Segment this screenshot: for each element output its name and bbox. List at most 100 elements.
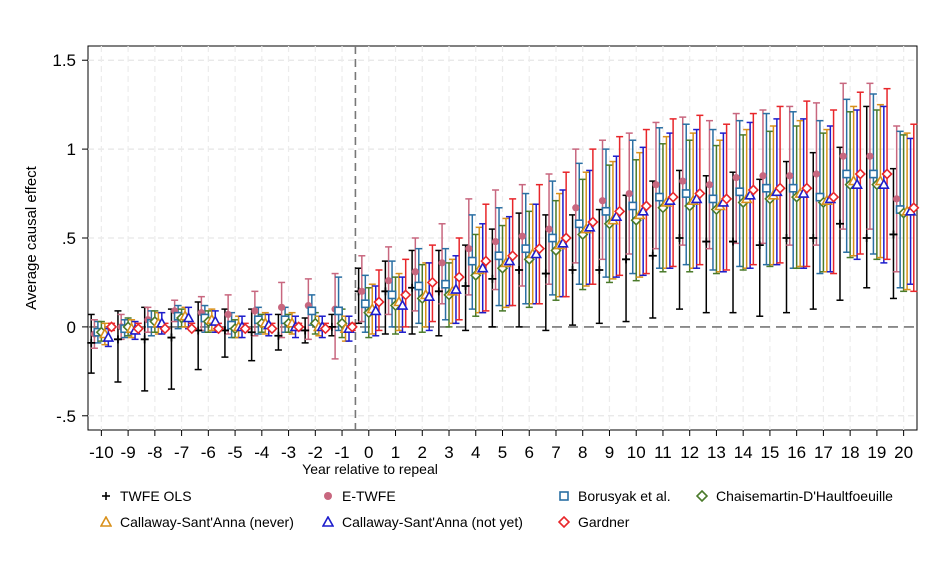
point-gardner [720, 193, 733, 205]
point-borusyak-et-al [548, 233, 557, 243]
x-axis-label: Year relative to repeal [302, 461, 438, 477]
point-e-twfe [812, 170, 821, 178]
point-gardner [854, 168, 866, 180]
y-axis-label: Average causal effect [23, 165, 40, 310]
series-markers-gardner [105, 168, 920, 335]
legend-item-callaway-notyet: Callaway-Sant'Anna (not yet) [322, 514, 523, 530]
point-gardner [480, 255, 492, 267]
x-tick-label: 15 [760, 443, 779, 462]
point-callaway-sant-anna-not-yet [744, 188, 756, 200]
x-tick-label: 4 [471, 443, 480, 462]
point-borusyak-et-al [735, 187, 745, 197]
y-tick-label: 0 [67, 318, 76, 337]
x-axis-ticks: -10 -9 -8 -7 -6 -5 -4 -3 -2 -1 0 1 2 3 4 5 6 7 8 9 10 11 12 13 1… [89, 430, 913, 462]
point-borusyak-et-al [360, 299, 370, 309]
x-tick-label: 7 [551, 443, 560, 462]
point-e-twfe [572, 204, 580, 212]
reference-lines [88, 46, 917, 430]
point-e-twfe [839, 152, 847, 160]
x-tick-label: -2 [308, 443, 323, 462]
point-e-twfe [866, 152, 874, 160]
point-e-twfe [679, 177, 687, 185]
point-callaway-sant-anna-not-yet [557, 236, 569, 248]
point-gardner [908, 202, 920, 214]
point-gardner [453, 271, 465, 283]
point-gardner [560, 232, 572, 244]
point-gardner [373, 296, 385, 308]
series-markers-e-twfe [90, 152, 901, 338]
point-borusyak-et-al [467, 256, 477, 266]
point-gardner [747, 184, 759, 196]
point-twfe-ols [140, 335, 149, 344]
point-e-twfe [491, 237, 500, 246]
point-gardner [801, 182, 813, 194]
x-tick-label: -6 [201, 443, 216, 462]
x-tick-label: 14 [734, 443, 753, 462]
point-gardner [159, 323, 171, 335]
x-tick-label: 13 [707, 443, 726, 462]
point-twfe-ols [622, 255, 631, 264]
x-tick-label: 5 [498, 443, 507, 462]
legend-item-borusyak: Borusyak et al. [558, 488, 671, 504]
point-e-twfe [786, 172, 794, 180]
point-callaway-sant-anna-not-yet [530, 247, 543, 259]
point-twfe-ols [434, 287, 443, 296]
legend-item-e-twfe: E-TWFE [322, 488, 396, 504]
point-callaway-sant-anna-not-yet [797, 187, 810, 198]
point-borusyak-et-al [628, 201, 638, 211]
point-e-twfe [545, 225, 553, 233]
point-borusyak-et-al [601, 206, 611, 216]
point-borusyak-et-al [681, 189, 691, 198]
point-e-twfe [358, 287, 366, 295]
point-e-twfe [732, 173, 740, 182]
x-tick-label: -5 [228, 443, 243, 462]
point-callaway-sant-anna-not-yet [877, 178, 890, 189]
x-tick-label: 12 [680, 443, 699, 462]
point-gardner [774, 182, 786, 194]
x-tick-label: -8 [147, 443, 162, 462]
point-borusyak-et-al [655, 192, 664, 202]
series-errorbars-chaisemartin-d-haultfoeuille [97, 109, 908, 342]
point-gardner [613, 205, 626, 217]
point-callaway-sant-anna-not-yet [423, 290, 436, 301]
point-e-twfe [759, 172, 767, 180]
x-tick-label: 19 [867, 443, 886, 462]
point-twfe-ols [648, 251, 657, 260]
point-borusyak-et-al [574, 219, 584, 229]
point-callaway-sant-anna-not-yet [583, 220, 596, 232]
point-gardner [827, 191, 840, 203]
point-twfe-ols [87, 338, 96, 347]
x-tick-label: 6 [525, 443, 534, 462]
y-tick-label: 1.5 [52, 51, 76, 70]
point-borusyak-et-al [521, 244, 531, 254]
point-twfe-ols [113, 335, 122, 344]
point-twfe-ols [274, 331, 283, 340]
point-twfe-ols [515, 266, 524, 274]
x-tick-label: -10 [89, 443, 114, 462]
point-borusyak-et-al [387, 290, 397, 300]
y-tick-label: .5 [62, 229, 76, 248]
x-tick-label: 0 [364, 443, 373, 462]
point-borusyak-et-al [708, 194, 718, 204]
x-tick-label: 2 [418, 443, 427, 462]
point-borusyak-et-al [307, 306, 317, 316]
point-twfe-ols [809, 234, 818, 242]
point-gardner [667, 191, 679, 203]
x-tick-label: 1 [391, 443, 400, 462]
x-tick-label: -1 [334, 443, 349, 462]
point-gardner [507, 250, 519, 262]
point-callaway-sant-anna-not-yet [851, 178, 863, 189]
point-twfe-ols [729, 237, 738, 246]
point-twfe-ols [247, 328, 256, 337]
point-gardner [105, 321, 118, 333]
point-gardner [400, 289, 412, 301]
x-tick-label: 16 [787, 443, 806, 462]
point-twfe-ols [782, 234, 791, 242]
point-twfe-ols [167, 333, 176, 342]
point-callaway-sant-anna-not-yet [637, 204, 650, 216]
x-tick-label: 10 [627, 443, 646, 462]
y-axis-ticks: -.5 0 .5 1 1.5 [52, 51, 88, 426]
legend-label: Chaisemartin-D'Haultfoeuille [716, 488, 893, 504]
point-e-twfe [652, 181, 660, 189]
point-gardner [346, 321, 358, 333]
